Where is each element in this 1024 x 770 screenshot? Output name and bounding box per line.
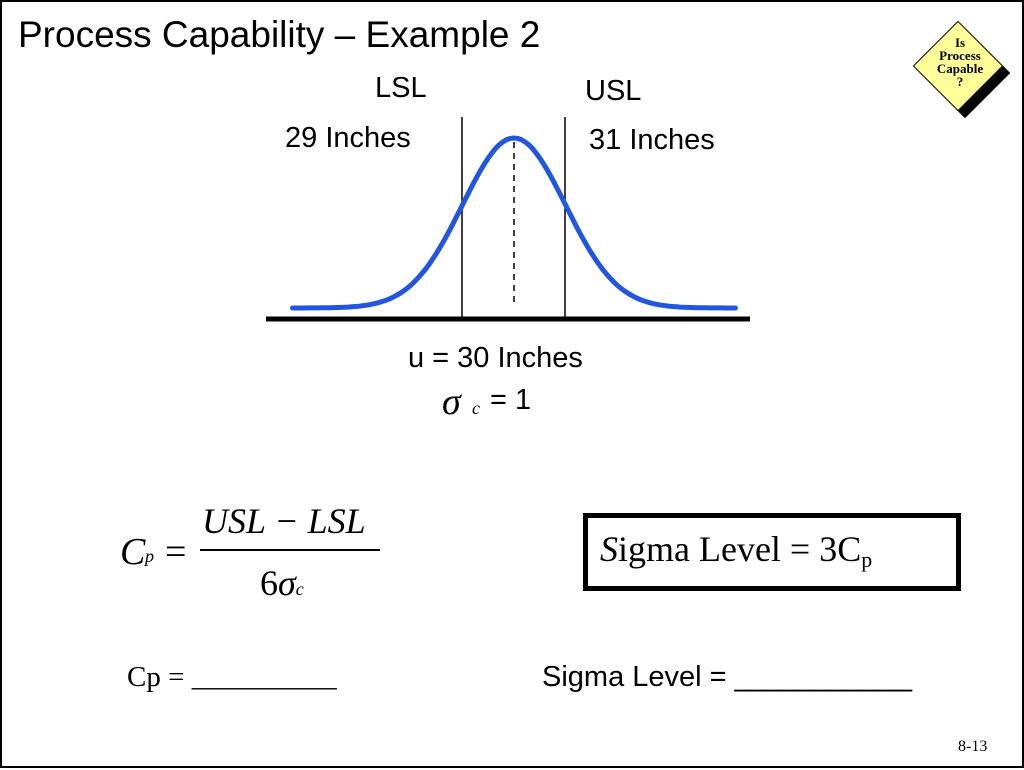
- usl-value: 31 Inches: [589, 124, 715, 156]
- badge-line-1: Is: [954, 35, 966, 50]
- slide-title: Process Capability – Example 2: [18, 14, 541, 55]
- sigma-level-answer-blank: Sigma Level = ___________: [542, 661, 913, 693]
- lsl-label: LSL: [375, 72, 427, 104]
- sigma-subscript: c: [472, 398, 480, 418]
- cp-formula-lhs: C: [120, 531, 146, 573]
- sigma-value: = 1: [490, 384, 532, 416]
- cp-formula-denominator: 6σc: [260, 562, 304, 604]
- badge-line-2: Process: [939, 48, 981, 63]
- sigma-level-formula: Sigma Level = 3Cp: [600, 528, 872, 573]
- cp-formula-numerator: USL − LSL: [202, 501, 366, 541]
- sigma-level-formula-box: Sigma Level = 3Cp: [583, 513, 961, 591]
- cp-answer-blank: Cp = __________: [127, 661, 337, 693]
- is-process-capable-badge: Is Process Capable ?: [912, 20, 1011, 124]
- page-number: 8-13: [958, 738, 988, 755]
- badge-text: Is Process Capable ?: [916, 36, 1004, 88]
- bell-curve: [290, 135, 738, 311]
- cp-den-sigma: σ: [278, 563, 296, 603]
- sigma-symbol: σ: [442, 381, 461, 423]
- badge-line-3: Capable: [936, 61, 984, 76]
- mean-label: u = 30 Inches: [408, 342, 583, 374]
- sigma-level-sub: p: [861, 547, 873, 572]
- cp-formula-equals: =: [165, 531, 187, 573]
- usl-label: USL: [585, 75, 642, 107]
- cp-den-number: 6: [260, 563, 278, 603]
- sigma-level-lead: S: [600, 529, 618, 569]
- badge-line-4: ?: [956, 74, 964, 89]
- lsl-value: 29 Inches: [285, 122, 411, 154]
- cp-formula-fraction-bar: [200, 549, 380, 551]
- sigma-level-rest: igma Level = 3C: [618, 529, 862, 569]
- cp-den-sub: c: [295, 579, 304, 599]
- cp-formula-lhs-sub: p: [145, 546, 154, 566]
